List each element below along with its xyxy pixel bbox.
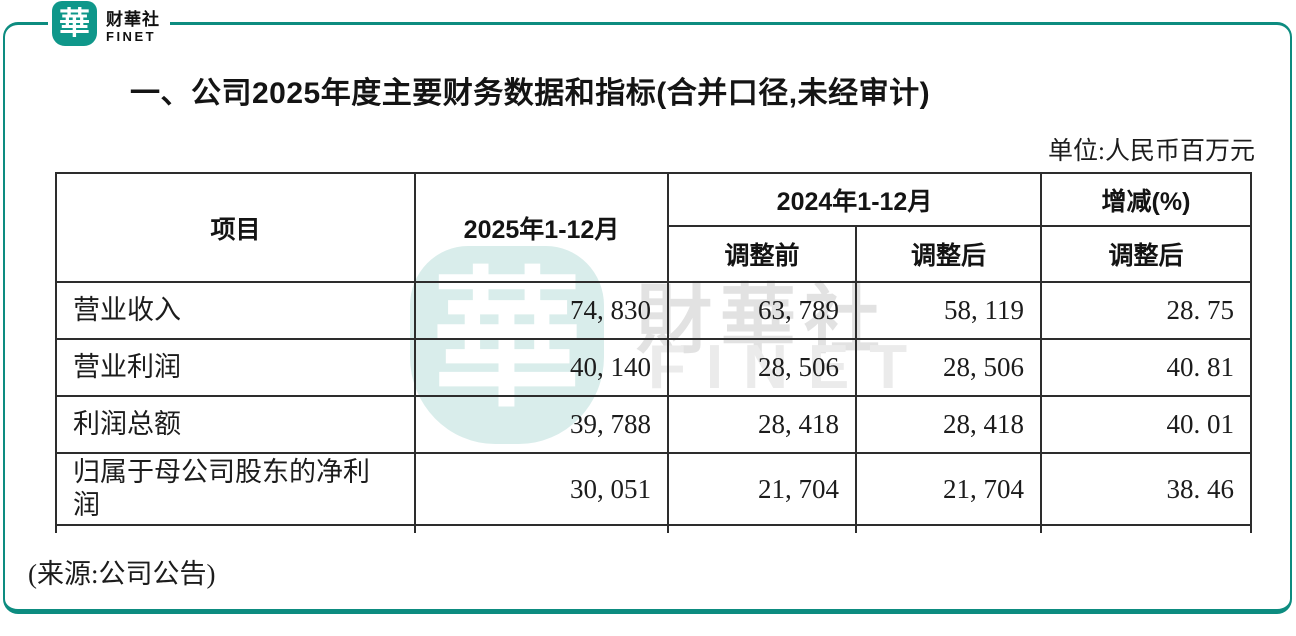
value-2025: 74, 830 — [414, 281, 669, 340]
table-row-operating-profit: 营业利润 40, 140 28, 506 28, 506 40. 81 — [55, 338, 1252, 397]
col-header-2024-group: 2024年1-12月 — [667, 172, 1042, 227]
section-title: 一、公司2025年度主要财务数据和指标(合并口径,未经审计) — [130, 77, 931, 110]
value-2025: 39, 788 — [414, 395, 669, 454]
value-2024-post: 28, 506 — [855, 338, 1042, 397]
value-2024-pre: 28, 506 — [667, 338, 857, 397]
brand-name-en: FINET — [106, 29, 157, 44]
finet-logo-glyph: 華 — [59, 6, 90, 41]
table-row-total-profit: 利润总额 39, 788 28, 418 28, 418 40. 01 — [55, 395, 1252, 454]
financial-table: 项目 2025年1-12月 2024年1-12月 增减(%) 调整前 调整后 调… — [55, 172, 1252, 533]
finet-logo-icon: 華 — [52, 1, 97, 46]
value-2024-post: 28, 418 — [855, 395, 1042, 454]
row-label: 营业收入 — [55, 281, 416, 340]
value-change: 28. 75 — [1040, 281, 1252, 340]
table-row-cropped — [55, 524, 1252, 533]
table-row-revenue: 营业收入 74, 830 63, 789 58, 119 28. 75 — [55, 281, 1252, 340]
brand-name-cn: 财華社 — [106, 10, 160, 29]
value-2024-pre: 28, 418 — [667, 395, 857, 454]
col-header-2025: 2025年1-12月 — [414, 172, 669, 283]
col-header-item: 项目 — [55, 172, 416, 283]
value-2025: 40, 140 — [414, 338, 669, 397]
unit-note: 单位:人民币百万元 — [1048, 138, 1255, 165]
finet-brand: 華 财華社 FINET — [48, 0, 170, 50]
col-header-change-post: 调整后 — [1040, 225, 1252, 283]
value-change: 40. 01 — [1040, 395, 1252, 454]
table-row-net-profit: 归属于母公司股东的净利润 30, 051 21, 704 21, 704 38.… — [55, 452, 1252, 526]
col-header-2024-post: 调整后 — [855, 225, 1042, 283]
col-header-2024-pre: 调整前 — [667, 225, 857, 283]
value-2024-pre: 63, 789 — [667, 281, 857, 340]
col-header-change-group: 增减(%) — [1040, 172, 1252, 227]
value-2024-post: 58, 119 — [855, 281, 1042, 340]
row-label: 归属于母公司股东的净利润 — [55, 452, 416, 526]
value-2025: 30, 051 — [414, 452, 669, 526]
value-2024-pre: 21, 704 — [667, 452, 857, 526]
source-note: (来源:公司公告) — [28, 559, 216, 589]
value-2024-post: 21, 704 — [855, 452, 1042, 526]
value-change: 40. 81 — [1040, 338, 1252, 397]
row-label: 营业利润 — [55, 338, 416, 397]
value-change: 38. 46 — [1040, 452, 1252, 526]
row-label: 利润总额 — [55, 395, 416, 454]
page-border-frame — [3, 22, 1292, 614]
finet-brand-text: 财華社 FINET — [106, 1, 160, 45]
